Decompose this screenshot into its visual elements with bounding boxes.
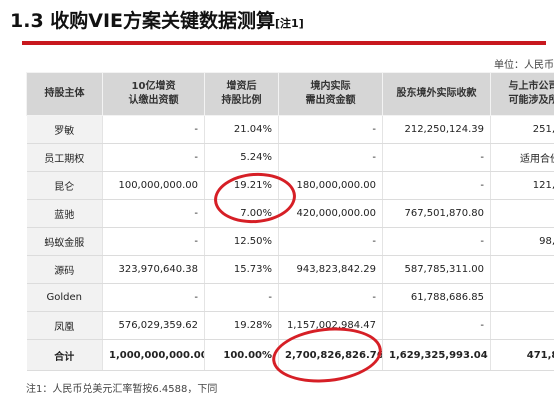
header-cell: 10亿增资 认缴出资额 bbox=[102, 72, 205, 116]
header-row: 持股主体 10亿增资 认缴出资额 增资后 持股比例 境内实际 需出资金额 股东境外实际… bbox=[26, 72, 554, 116]
row-name: 员工期权 bbox=[26, 143, 103, 172]
domestic-funding: - bbox=[278, 143, 383, 172]
table-row: 昆仑 100,000,000.00 19.21% 180,000,000.00 … bbox=[26, 171, 554, 200]
row-name: 蚂蚁金服 bbox=[26, 227, 103, 256]
overseas-receipt: 587,785,311.00 bbox=[382, 255, 491, 284]
domestic-funding: 943,823,842.29 bbox=[278, 255, 383, 284]
total-row: 合计 1,000,000,000.00 100.00% 2,700,826,82… bbox=[26, 339, 554, 371]
overseas-receipt: 767,501,870.80 bbox=[382, 199, 491, 228]
domestic-funding: 1,157,002,984.47 bbox=[278, 311, 383, 340]
domestic-funding: - bbox=[278, 227, 383, 256]
header-cell: 持股主体 bbox=[26, 72, 103, 116]
shareholding-ratio: - bbox=[204, 283, 279, 312]
overseas-receipt: - bbox=[382, 227, 491, 256]
row-name: Golden bbox=[26, 283, 103, 312]
row-name: 源码 bbox=[26, 255, 103, 284]
shareholding-ratio: 7.00% bbox=[204, 199, 279, 228]
income-tax: 251,635,96 bbox=[490, 115, 554, 144]
row-name: 合计 bbox=[26, 339, 103, 371]
table-row: 凤凰 576,029,359.62 19.28% 1,157,002,984.4… bbox=[26, 311, 554, 340]
header-cell: 境内实际 需出资金额 bbox=[278, 72, 383, 116]
header-cell: 增资后 持股比例 bbox=[204, 72, 279, 116]
shareholding-ratio: 5.24% bbox=[204, 143, 279, 172]
subscribed-capital: 100,000,000.00 bbox=[102, 171, 205, 200]
subscribed-capital: - bbox=[102, 199, 205, 228]
shareholding-ratio: 21.04% bbox=[204, 115, 279, 144]
subscribed-capital: 576,029,359.62 bbox=[102, 311, 205, 340]
header-cell: 与上市公司重组可能涉及所得税 bbox=[490, 72, 554, 116]
domestic-funding: - bbox=[278, 283, 383, 312]
shareholding-ratio: 12.50% bbox=[204, 227, 279, 256]
title-main: 1.3 收购VIE方案关键数据测算 bbox=[10, 10, 276, 32]
subscribed-capital: 1,000,000,000.00 bbox=[102, 339, 205, 371]
subscribed-capital: - bbox=[102, 283, 205, 312]
table-row: 员工期权 - 5.24% - - 适用合伙企业所 bbox=[26, 143, 554, 172]
income-tax: - bbox=[490, 283, 554, 312]
domestic-funding: - bbox=[278, 115, 383, 144]
subscribed-capital: - bbox=[102, 143, 205, 172]
overseas-receipt: 1,629,325,993.04 bbox=[382, 339, 491, 371]
table-row: 罗敏 - 21.04% - 212,250,124.39 251,635,96 bbox=[26, 115, 554, 144]
row-name: 昆仑 bbox=[26, 171, 103, 200]
table-row: 蓝驰 - 7.00% 420,000,000.00 767,501,870.80… bbox=[26, 199, 554, 228]
page-title: 1.3 收购VIE方案关键数据测算[注1] bbox=[10, 6, 304, 33]
income-tax: - bbox=[490, 311, 554, 340]
title-note: [注1] bbox=[275, 17, 304, 30]
overseas-receipt: - bbox=[382, 143, 491, 172]
shareholding-ratio: 15.73% bbox=[204, 255, 279, 284]
overseas-receipt: - bbox=[382, 171, 491, 200]
income-tax: 121,510,67 bbox=[490, 171, 554, 200]
table-row: 蚂蚁金服 - 12.50% - - 98,691,49 bbox=[26, 227, 554, 256]
table-container: 持股主体 10亿增资 认缴出资额 增资后 持股比例 境内实际 需出资金额 股东境外实际… bbox=[26, 72, 554, 372]
shareholding-ratio: 100.00% bbox=[204, 339, 279, 371]
row-name: 凤凰 bbox=[26, 311, 103, 340]
income-tax: - bbox=[490, 199, 554, 228]
row-name: 蓝驰 bbox=[26, 199, 103, 228]
shareholding-ratio: 19.21% bbox=[204, 171, 279, 200]
income-tax: 98,691,49 bbox=[490, 227, 554, 256]
subscribed-capital: - bbox=[102, 227, 205, 256]
income-tax: 471,838,14 bbox=[490, 339, 554, 371]
footnote: 注1：人民币兑美元汇率暂按6.4588，下同 bbox=[26, 384, 218, 395]
table-row: 源码 323,970,640.38 15.73% 943,823,842.29 … bbox=[26, 255, 554, 284]
domestic-funding: 2,700,826,826.76 bbox=[278, 339, 383, 371]
shareholding-ratio: 19.28% bbox=[204, 311, 279, 340]
subscribed-capital: 323,970,640.38 bbox=[102, 255, 205, 284]
data-table: 持股主体 10亿增资 认缴出资额 增资后 持股比例 境内实际 需出资金额 股东境外实际… bbox=[26, 72, 554, 371]
income-tax: - bbox=[490, 255, 554, 284]
overseas-receipt: 61,788,686.85 bbox=[382, 283, 491, 312]
row-name: 罗敏 bbox=[26, 115, 103, 144]
subscribed-capital: - bbox=[102, 115, 205, 144]
header-cell: 股东境外实际收款 bbox=[382, 72, 491, 116]
overseas-receipt: 212,250,124.39 bbox=[382, 115, 491, 144]
income-tax: 适用合伙企业所 bbox=[490, 143, 554, 172]
domestic-funding: 420,000,000.00 bbox=[278, 199, 383, 228]
unit-label: 单位：人民币 bbox=[494, 60, 554, 71]
table-row: Golden - - - 61,788,686.85 - bbox=[26, 283, 554, 312]
title-underline bbox=[22, 41, 546, 45]
overseas-receipt: - bbox=[382, 311, 491, 340]
domestic-funding: 180,000,000.00 bbox=[278, 171, 383, 200]
